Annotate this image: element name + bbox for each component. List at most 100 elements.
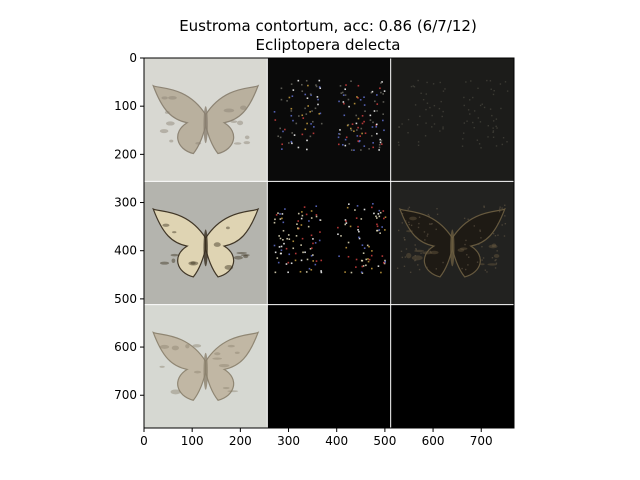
attribution-pixel (282, 229, 285, 232)
overlay-pixel (435, 228, 437, 231)
moth-body (203, 352, 208, 390)
attribution-pixel (288, 238, 291, 240)
overlay-pixel (418, 216, 421, 218)
wing-mark (240, 105, 247, 110)
attribution-pixel (344, 138, 347, 141)
attribution-pixel (341, 91, 344, 94)
attribution-pixel (368, 148, 370, 150)
panel-r1-c0 (144, 181, 268, 305)
attribution-pixel (346, 124, 349, 127)
overlay-pixel (417, 141, 420, 143)
overlay-pixel (461, 145, 464, 147)
attribution-pixel (297, 220, 300, 222)
overlay-pixel (494, 267, 497, 269)
attribution-pixel (356, 205, 359, 207)
overlay-pixel (419, 115, 421, 118)
attribution-pixel (375, 215, 377, 218)
attribution-pixel (312, 132, 315, 135)
attribution-pixel (347, 98, 350, 101)
attribution-pixel (279, 237, 282, 240)
attribution-pixel (274, 218, 276, 221)
wing-mark (480, 263, 485, 266)
overlay-pixel (491, 114, 493, 117)
attribution-pixel (310, 210, 313, 212)
attribution-pixel (304, 251, 306, 254)
attribution-pixel (354, 209, 356, 211)
attribution-pixel (373, 212, 375, 215)
overlay-pixel (439, 81, 441, 84)
overlay-pixel (426, 81, 428, 84)
attribution-pixel (356, 129, 358, 131)
attribution-pixel (350, 129, 353, 132)
attribution-pixel (344, 144, 347, 147)
y-tick-label: 500 (114, 292, 137, 306)
attribution-pixel (297, 79, 300, 82)
attribution-pixel (287, 271, 289, 274)
panel-background (267, 304, 391, 428)
attribution-pixel (357, 126, 359, 129)
x-tick-label: 400 (325, 434, 348, 448)
overlay-pixel (429, 250, 432, 253)
wing-mark (409, 216, 417, 221)
panel-r2-c1 (267, 304, 391, 428)
overlay-pixel (481, 259, 483, 261)
overlay-pixel (479, 104, 482, 107)
attribution-pixel (319, 87, 322, 89)
overlay-pixel (408, 206, 411, 209)
attribution-pixel (376, 223, 378, 226)
overlay-pixel (472, 96, 474, 99)
attribution-pixel (310, 123, 312, 125)
overlay-pixel (495, 262, 498, 264)
wing-mark (227, 390, 239, 393)
attribution-pixel (319, 231, 321, 233)
attribution-pixel (312, 242, 314, 245)
attribution-pixel (302, 251, 304, 254)
attribution-pixel (277, 212, 279, 214)
overlay-pixel (418, 268, 421, 271)
attribution-pixel (379, 138, 382, 141)
attribution-pixel (306, 139, 308, 142)
attribution-pixel (342, 144, 344, 146)
overlay-pixel (466, 120, 468, 122)
panel-r1-c1 (267, 181, 391, 305)
overlay-pixel (407, 208, 409, 210)
overlay-pixel (504, 81, 507, 83)
attribution-pixel (383, 129, 385, 132)
overlay-pixel (438, 107, 441, 110)
attribution-pixel (381, 226, 383, 228)
attribution-pixel (280, 245, 283, 248)
overlay-pixel (417, 264, 419, 266)
overlay-pixel (479, 121, 482, 123)
attribution-pixel (365, 258, 368, 261)
overlay-pixel (415, 249, 417, 251)
attribution-pixel (382, 101, 385, 103)
attribution-pixel (340, 235, 342, 237)
attribution-pixel (315, 260, 318, 262)
attribution-pixel (307, 84, 309, 87)
overlay-pixel (408, 223, 410, 226)
attribution-pixel (304, 128, 307, 131)
panel-background (267, 181, 391, 305)
attribution-pixel (279, 127, 281, 130)
attribution-pixel (344, 88, 347, 91)
attribution-pixel (361, 272, 364, 274)
overlay-pixel (492, 136, 495, 138)
attribution-pixel (284, 128, 286, 131)
overlay-pixel (441, 115, 443, 118)
attribution-pixel (281, 213, 284, 215)
attribution-pixel (274, 119, 277, 121)
attribution-pixel (364, 132, 367, 135)
attribution-pixel (301, 83, 303, 86)
x-tick-label: 700 (470, 434, 493, 448)
attribution-pixel (361, 115, 364, 117)
axes-frame (143, 57, 515, 429)
overlay-pixel (403, 237, 405, 239)
attribution-pixel (344, 94, 347, 96)
attribution-pixel (363, 208, 366, 211)
attribution-pixel (382, 210, 385, 212)
overlay-pixel (490, 88, 492, 90)
overlay-pixel (397, 229, 400, 232)
attribution-pixel (297, 227, 299, 230)
wing-mark (193, 370, 202, 374)
overlay-pixel (414, 259, 416, 262)
